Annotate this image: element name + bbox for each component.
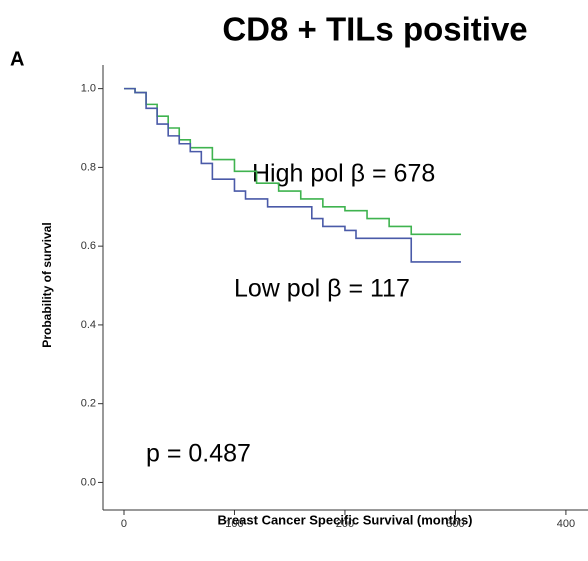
- annotation: Low pol β = 117: [234, 275, 410, 303]
- x-axis-label: Breast Cancer Specific Survival (months): [217, 512, 472, 527]
- survival-curve: [123, 87, 461, 263]
- annotation: p = 0.487: [146, 440, 251, 468]
- y-tick-label: 0.6: [81, 240, 96, 252]
- x-tick-label: 0: [121, 518, 127, 530]
- annotation: High pol β = 678: [252, 160, 435, 188]
- x-tick-label: 100: [225, 518, 243, 530]
- y-tick-label: 0.2: [81, 398, 96, 410]
- x-tick-label: 300: [446, 518, 464, 530]
- y-axis-label: Probability of survival: [40, 222, 54, 347]
- x-tick-label: 400: [557, 518, 575, 530]
- panel-label: A: [10, 48, 24, 70]
- y-tick-label: 0.4: [81, 319, 96, 331]
- chart-title: CD8 + TILs positive: [222, 11, 527, 48]
- x-tick-label: 200: [336, 518, 354, 530]
- y-tick-label: 0.0: [81, 476, 96, 488]
- y-tick-label: 1.0: [81, 83, 96, 95]
- y-tick-label: 0.8: [81, 161, 96, 173]
